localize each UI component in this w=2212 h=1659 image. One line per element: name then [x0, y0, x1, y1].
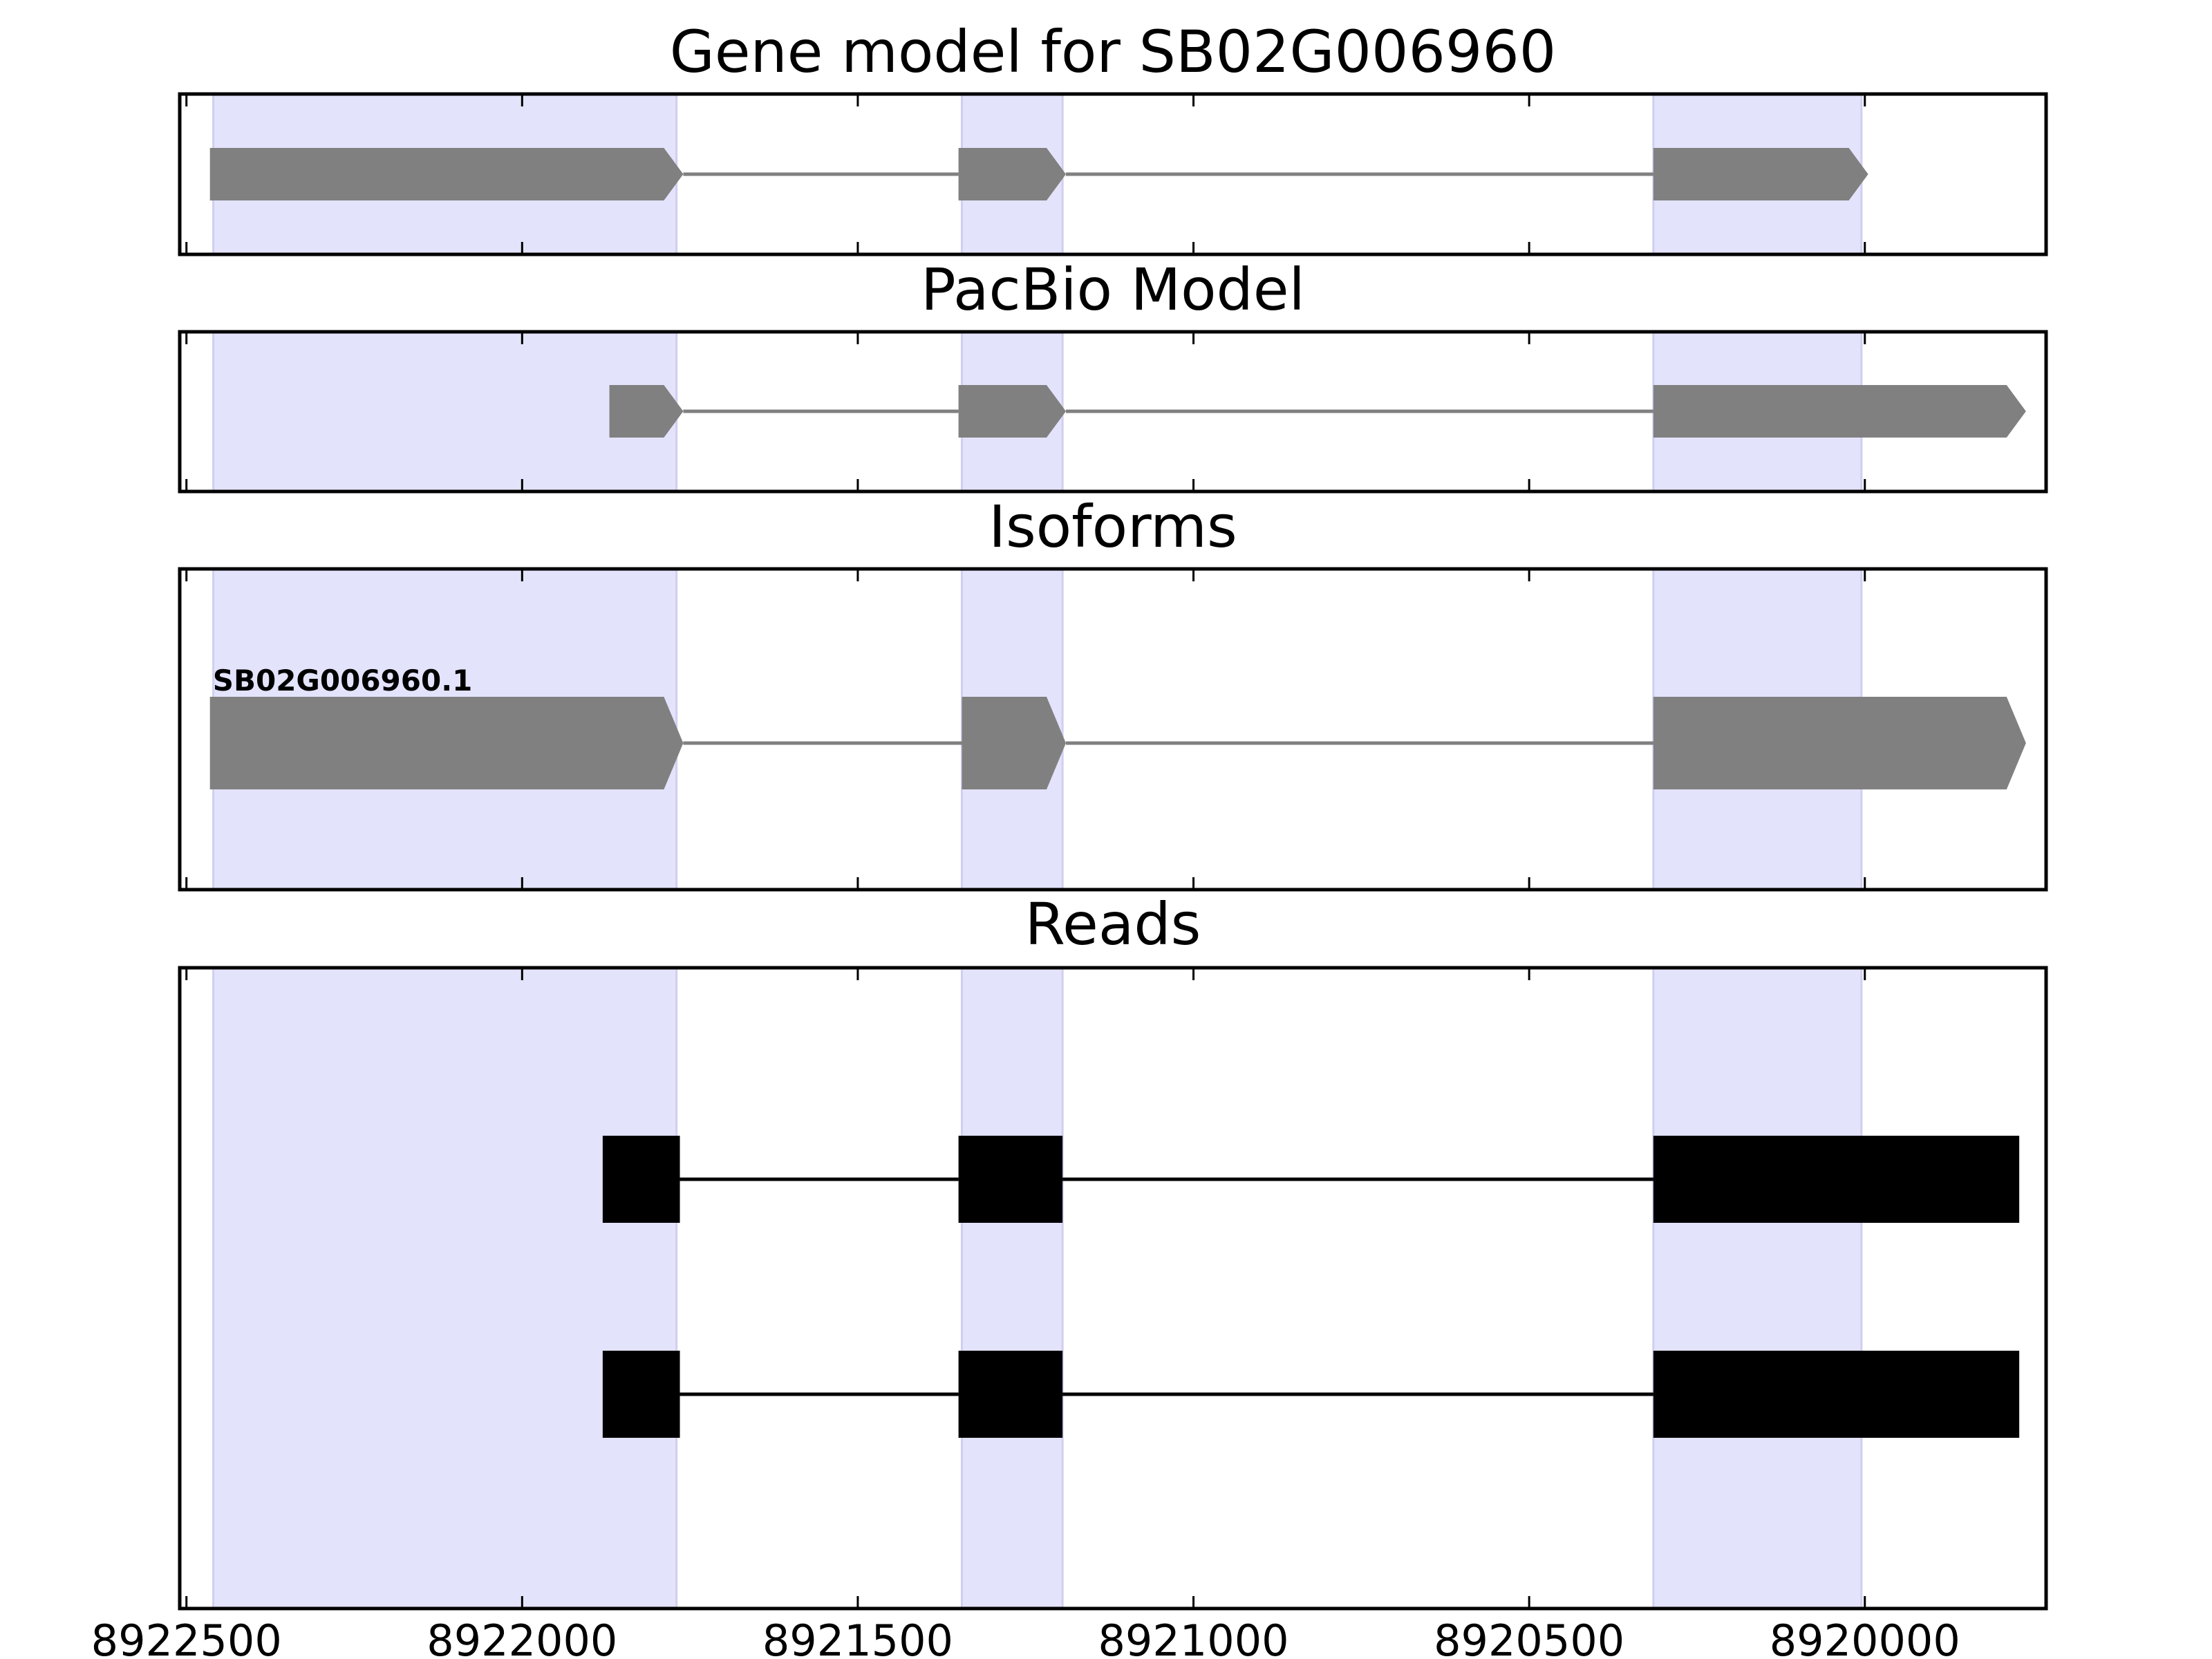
exon-arrow: [1653, 385, 2026, 438]
exon-arrow: [958, 385, 1067, 438]
x-tick-label: 8922500: [91, 1615, 282, 1659]
exon-arrow: [1653, 697, 2026, 789]
highlight-region: [212, 966, 678, 1610]
panel-frame: [178, 567, 2048, 892]
panel-frame: [178, 92, 2048, 256]
panel-frame: [178, 966, 2048, 1611]
highlight-region: [960, 966, 1064, 1610]
x-tick-label: 8920000: [1770, 1615, 1960, 1659]
read-block: [1653, 1351, 2020, 1438]
panel-frame: [178, 330, 2048, 494]
x-tick-label: 8922000: [427, 1615, 617, 1659]
panel-title: Reads: [1025, 890, 1201, 958]
x-tick-label: 8921000: [1098, 1615, 1288, 1659]
read-block: [602, 1351, 680, 1438]
exon-arrow: [209, 697, 684, 789]
panel-title: Isoforms: [988, 493, 1237, 561]
exon-arrow: [609, 385, 684, 438]
read-block: [958, 1351, 1063, 1438]
plot-layer: Gene model for SB02G006960 PacBio Model Is…: [91, 18, 2048, 1659]
read-block: [958, 1136, 1063, 1223]
exon-arrow: [962, 697, 1067, 789]
x-tick-label: 8920500: [1434, 1615, 1624, 1659]
highlight-region: [1652, 966, 1863, 1610]
exon-arrow: [209, 148, 684, 200]
exon-arrow: [958, 148, 1067, 200]
exon-arrow: [1653, 148, 1868, 200]
panel-title: PacBio Model: [921, 256, 1305, 324]
x-tick-label: 8921500: [762, 1615, 953, 1659]
read-block: [1653, 1136, 2020, 1223]
highlight-region: [212, 330, 678, 493]
isoform-label: SB02G006960.1: [213, 664, 473, 697]
panel-title: Gene model for SB02G006960: [670, 18, 1556, 86]
read-block: [602, 1136, 680, 1223]
